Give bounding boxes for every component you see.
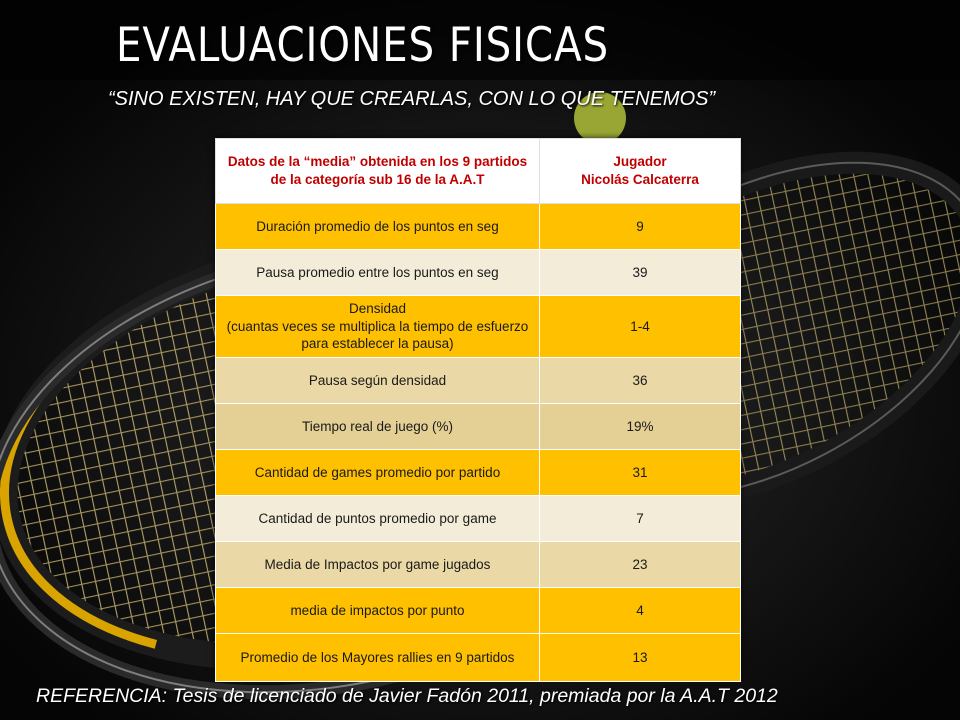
header-player-name: Nicolás Calcaterra [581,172,699,187]
row-label: Tiempo real de juego (%) [215,403,540,450]
table-header-row: Datos de la “media” obtenida en los 9 pa… [215,138,741,204]
row-label: Pausa según densidad [215,357,540,404]
row-value: 4 [539,587,741,634]
row-value: 39 [539,249,741,296]
row-label-line2: (cuantas veces se multiplica la tiempo d… [226,318,529,352]
row-value: 1-4 [539,295,741,358]
row-value: 23 [539,541,741,588]
evaluation-table: Datos de la “media” obtenida en los 9 pa… [215,138,741,682]
table-row: Pausa promedio entre los puntos en seg 3… [215,249,741,296]
table-row: Densidad (cuantas veces se multiplica la… [215,295,741,358]
row-label: Densidad (cuantas veces se multiplica la… [215,295,540,358]
table-row: Media de Impactos por game jugados 23 [215,541,741,588]
table-row: Cantidad de games promedio por partido 3… [215,449,741,496]
row-label: Media de Impactos por game jugados [215,541,540,588]
header-player: Jugador Nicolás Calcaterra [539,138,741,204]
slide-subtitle: “SINO EXISTEN, HAY QUE CREARLAS, CON LO … [108,88,716,110]
table-row: Cantidad de puntos promedio por game 7 [215,495,741,542]
reference-footnote: REFERENCIA: Tesis de licenciado de Javie… [36,685,778,707]
table-row: Promedio de los Mayores rallies en 9 par… [215,633,741,682]
row-value: 19% [539,403,741,450]
table-row: media de impactos por punto 4 [215,587,741,634]
row-value: 9 [539,203,741,250]
row-value: 31 [539,449,741,496]
table-row: Pausa según densidad 36 [215,357,741,404]
table-row: Tiempo real de juego (%) 19% [215,403,741,450]
row-value: 13 [539,633,741,682]
header-player-label: Jugador [613,154,667,170]
row-label: Cantidad de games promedio por partido [215,449,540,496]
slide-title: EVALUACIONES FISICAS [116,18,610,73]
row-label-line1: Densidad [348,301,407,317]
row-label: Pausa promedio entre los puntos en seg [215,249,540,296]
row-value: 7 [539,495,741,542]
row-label: media de impactos por punto [215,587,540,634]
row-value: 36 [539,357,741,404]
header-data-label: Datos de la “media” obtenida en los 9 pa… [215,138,540,204]
row-label: Cantidad de puntos promedio por game [215,495,540,542]
row-label: Promedio de los Mayores rallies en 9 par… [215,633,540,682]
table-row: Duración promedio de los puntos en seg 9 [215,203,741,250]
evaluation-table-container: Datos de la “media” obtenida en los 9 pa… [215,138,741,682]
row-label: Duración promedio de los puntos en seg [215,203,540,250]
